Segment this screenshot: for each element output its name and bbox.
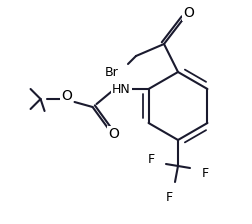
Text: F: F xyxy=(201,166,208,179)
Text: HN: HN xyxy=(112,82,131,95)
Text: F: F xyxy=(147,153,154,166)
Text: O: O xyxy=(61,89,72,103)
Text: O: O xyxy=(183,6,194,20)
Text: O: O xyxy=(108,127,118,141)
Text: Br: Br xyxy=(105,65,118,78)
Text: F: F xyxy=(165,190,172,203)
